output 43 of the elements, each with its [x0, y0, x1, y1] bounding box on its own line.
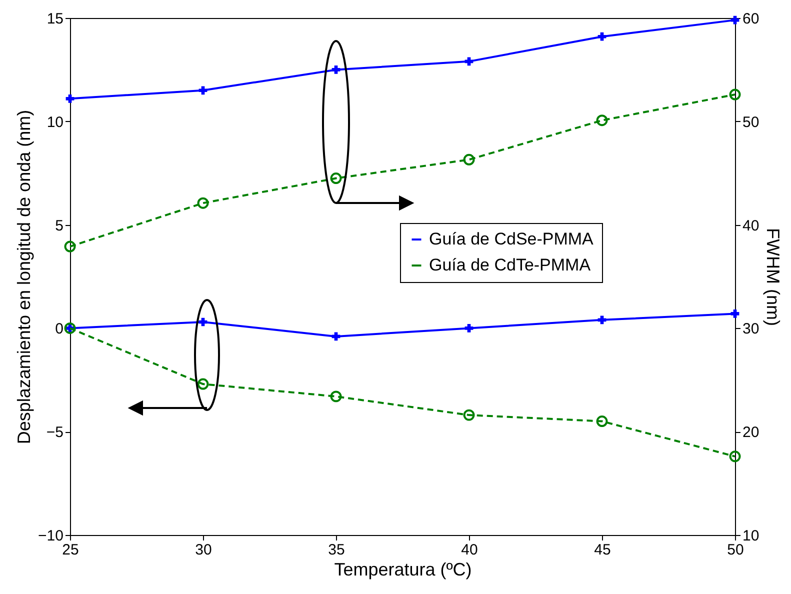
- point: [596, 114, 608, 126]
- y2-tick-label: 50: [742, 114, 760, 131]
- y-tick-label: −5: [46, 424, 64, 442]
- point: [464, 57, 474, 66]
- y2-tick-label: 60: [742, 10, 760, 28]
- point: [598, 316, 606, 324]
- legend-label: Guía de CdSe-PMMA: [429, 230, 594, 248]
- y-tick-label: 5: [55, 217, 64, 234]
- point: [729, 450, 741, 462]
- point: [463, 409, 475, 421]
- point: [66, 94, 74, 103]
- legend-label: Guía de CdTe-PMMA: [429, 256, 592, 274]
- x-tick-label: 30: [195, 542, 212, 558]
- point: [464, 324, 474, 332]
- point: [197, 378, 209, 390]
- point: [598, 32, 606, 41]
- y2-tick-label: 40: [742, 217, 760, 234]
- y-tick-label: 10: [46, 114, 64, 131]
- x-tick-label: 40: [461, 542, 478, 558]
- point: [330, 390, 342, 402]
- point: [64, 240, 76, 252]
- point: [596, 416, 608, 427]
- x-tick-label: 45: [594, 542, 611, 558]
- point: [332, 66, 340, 74]
- x-tick-label: 35: [328, 542, 345, 558]
- x-axis-title: Temperatura (ºC): [334, 560, 472, 580]
- point: [330, 172, 342, 184]
- point: [198, 86, 208, 95]
- x-tick-label: 50: [727, 542, 744, 558]
- y-tick-label: −10: [38, 528, 64, 544]
- point: [463, 154, 475, 166]
- y2-tick-label: 30: [742, 320, 760, 338]
- point: [730, 16, 740, 24]
- y2-tick-label: 20: [742, 424, 760, 442]
- point: [197, 197, 209, 209]
- y2-axis-title: FWHM (nm): [763, 228, 784, 326]
- y-tick-label: 0: [55, 320, 64, 338]
- x-tick-label: 25: [62, 542, 79, 558]
- y-axis-title: Desplazamiento en longitud de onda (nm): [14, 110, 34, 444]
- point: [730, 310, 740, 318]
- point: [729, 88, 741, 100]
- y-tick-label: 15: [46, 10, 64, 28]
- y2-tick-label: 10: [742, 528, 760, 544]
